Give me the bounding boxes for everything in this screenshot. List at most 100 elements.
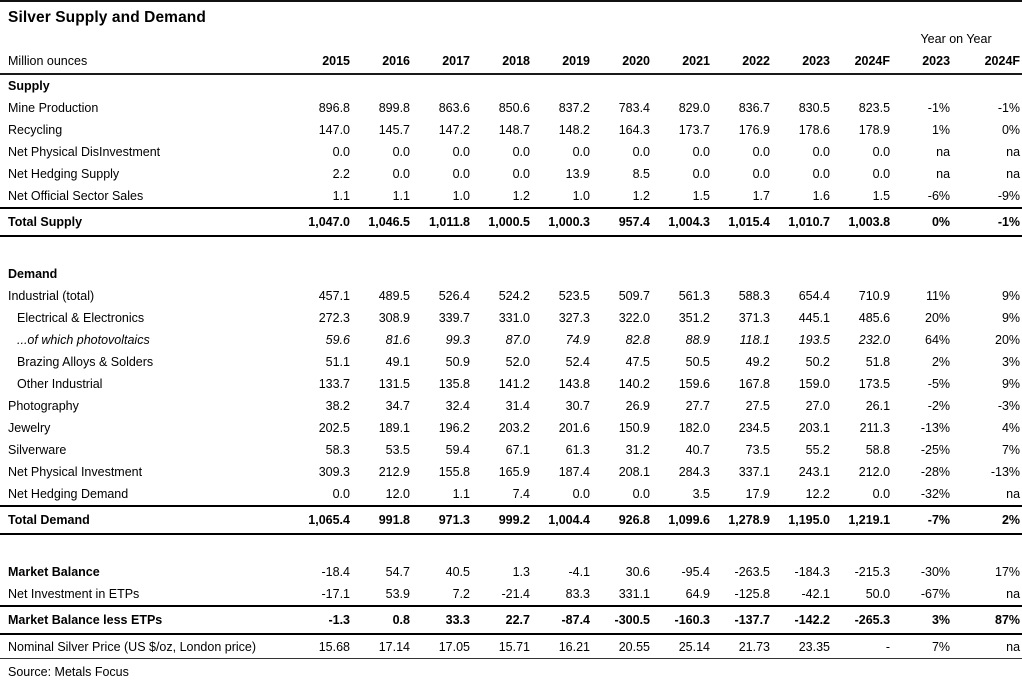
yoy-cell: 0% (1001, 123, 1021, 137)
value-cell: 327.3 (558, 311, 590, 325)
yoy-cell: 64% (925, 333, 951, 347)
yoy-cell: 11% (925, 289, 951, 303)
row-label: Nominal Silver Price (US $/oz, London pr… (0, 634, 292, 659)
value-cell: 21.73 (712, 634, 772, 659)
value-cell: 182.0 (678, 421, 710, 435)
value-cell: 20.55 (592, 634, 652, 659)
value-cell: -300.5 (592, 605, 652, 635)
table-row: Brazing Alloys & Solders 51.1 49.1 50.9 52.0… (0, 351, 1022, 373)
value-cell: 67.1 (505, 443, 530, 457)
value-cell: 196.2 (438, 421, 470, 435)
value-cell: 87.0 (505, 333, 530, 347)
value-cell: 148.2 (558, 123, 590, 137)
year-on-year-row: Year on Year (0, 29, 1022, 48)
year-on-year-label: Year on Year (920, 31, 992, 46)
value-cell: 178.6 (798, 123, 830, 137)
yoy-cell: -7% (892, 505, 953, 535)
value-cell: 145.7 (378, 123, 410, 137)
spacer-cell (0, 236, 1022, 263)
value-cell: 509.7 (618, 289, 650, 303)
value-cell: 148.7 (498, 123, 530, 137)
yoy-cell: 3% (892, 605, 953, 635)
value-cell: 272.3 (318, 311, 350, 325)
value-cell: 309.3 (318, 465, 350, 479)
yoy-cell: -32% (920, 487, 951, 501)
value-cell: 1,219.1 (832, 505, 893, 535)
value-cell: 1.1 (452, 487, 470, 501)
value-cell: 1.1 (392, 189, 410, 203)
yoy-cell: -5% (927, 377, 951, 391)
value-cell: 159.6 (678, 377, 710, 391)
value-cell: 212.0 (858, 465, 891, 479)
value-cell: 51.1 (325, 355, 350, 369)
value-cell: 1,099.6 (652, 505, 712, 535)
value-cell: 3.5 (692, 487, 710, 501)
value-cell: 143.8 (558, 377, 590, 391)
value-cell: 896.8 (318, 101, 350, 115)
value-cell: 1,046.5 (352, 207, 412, 237)
value-cell: -184.3 (794, 565, 830, 579)
page-title: Silver Supply and Demand (8, 9, 206, 26)
yoy-cell: na (1006, 145, 1021, 159)
value-cell: 0.0 (692, 167, 710, 181)
value-cell: 150.9 (618, 421, 650, 435)
table-row: Net Hedging Supply 2.2 0.0 0.0 0.0 13.9 8.5 0.0… (0, 163, 1022, 185)
table-row: Photography 38.2 34.7 32.4 31.4 30.7 26.9 27.7 2… (0, 395, 1022, 417)
value-cell: 1.0 (572, 189, 590, 203)
yoy-cell: -13% (990, 465, 1021, 479)
unit-label: Million ounces (0, 48, 292, 75)
value-cell: 1,065.4 (292, 505, 352, 535)
row-label: Photography (8, 399, 79, 413)
table-row: Net Investment in ETPs -17.1 53.9 7.2 -21.4 8… (0, 583, 1022, 606)
value-cell: 23.35 (772, 634, 832, 659)
value-cell: 0.0 (632, 487, 650, 501)
value-cell: 0.0 (872, 145, 891, 159)
value-cell: 561.3 (678, 289, 710, 303)
value-cell: 0.0 (872, 167, 891, 181)
value-cell: 82.8 (625, 333, 650, 347)
value-cell: 203.2 (498, 421, 530, 435)
row-label: Industrial (total) (8, 289, 95, 303)
value-cell: 588.3 (738, 289, 770, 303)
row-label: Net Official Sector Sales (8, 189, 144, 203)
value-cell: 17.9 (745, 487, 770, 501)
table-row: Market Balance -18.4 54.7 40.5 1.3 -4.1 30.6 -9… (0, 561, 1022, 583)
value-cell: 0.0 (392, 145, 410, 159)
value-cell: - (832, 634, 893, 659)
value-cell: 1,000.3 (532, 207, 592, 237)
yoy-cell: -1% (927, 101, 951, 115)
value-cell: 141.2 (498, 377, 530, 391)
row-label: Jewelry (8, 421, 51, 435)
table-row: Net Physical DisInvestment 0.0 0.0 0.0 0.0 0.… (0, 141, 1022, 163)
value-cell: 173.7 (678, 123, 710, 137)
value-cell: 1.6 (812, 189, 830, 203)
row-label: Market Balance less ETPs (0, 605, 292, 635)
value-cell: 829.0 (678, 101, 710, 115)
table-row: Industrial (total) 457.1 489.5 526.4 524.2 52… (0, 285, 1022, 307)
value-cell: 173.5 (858, 377, 891, 391)
value-cell: 322.0 (618, 311, 650, 325)
value-cell: 47.5 (625, 355, 650, 369)
value-cell: 0.0 (752, 145, 770, 159)
value-cell: 81.6 (385, 333, 410, 347)
value-cell: 17.05 (412, 634, 472, 659)
spacer-cell (0, 534, 1022, 561)
yoy-cell: 7% (892, 634, 953, 659)
table-row: Jewelry 202.5 189.1 196.2 203.2 201.6 150.9 182… (0, 417, 1022, 439)
value-cell: 1.1 (332, 189, 350, 203)
value-cell: 17.14 (352, 634, 412, 659)
yoy-cell: -13% (920, 421, 951, 435)
yoy-cell: 0% (892, 207, 953, 237)
value-cell: -4.1 (568, 565, 590, 579)
yoy-cell: -28% (920, 465, 951, 479)
value-cell: 16.21 (532, 634, 592, 659)
yoy-cell: na (952, 634, 1022, 659)
yoy-cell: -6% (927, 189, 951, 203)
value-cell: 189.1 (378, 421, 410, 435)
spacer-row (0, 534, 1022, 561)
value-cell: 7.2 (452, 587, 470, 601)
year-header: 2017 (412, 48, 472, 75)
yoy-cell: 9% (1001, 311, 1021, 325)
value-cell: 49.1 (385, 355, 410, 369)
